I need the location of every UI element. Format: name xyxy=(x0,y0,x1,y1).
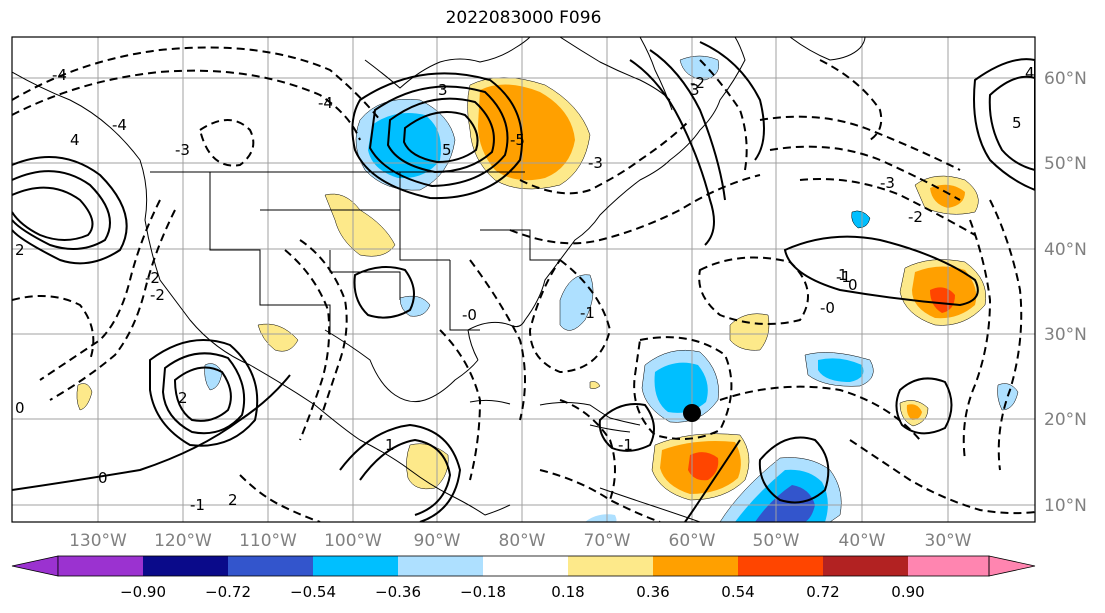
lon-label: 110°W xyxy=(239,531,297,551)
lon-label: 90°W xyxy=(414,531,461,551)
lat-label: 30°N xyxy=(1044,325,1087,345)
position-marker xyxy=(683,404,701,422)
contour-label: 3 xyxy=(438,81,448,99)
contour-label: -3 xyxy=(588,154,603,172)
contour-label: 0 xyxy=(15,399,25,417)
contour-label: -2 xyxy=(690,74,705,92)
lon-label: 80°W xyxy=(499,531,546,551)
contour-label: -4 xyxy=(112,116,127,134)
contour-label: 5 xyxy=(1012,114,1022,132)
contour-label: 0 xyxy=(848,276,858,294)
colorbar-tick-label: −0.72 xyxy=(205,583,251,601)
colorbar-labels: −0.90 −0.72 −0.54 −0.36 −0.18 0.18 0.36 … xyxy=(120,583,925,601)
contour-label: 5 xyxy=(442,141,452,159)
lon-label: 60°W xyxy=(669,531,716,551)
contour-label: -3 xyxy=(175,141,190,159)
contours xyxy=(12,41,1035,522)
contour-label: -3 xyxy=(880,174,895,192)
contour-label: 2 xyxy=(178,389,188,407)
contour-label: -0 xyxy=(820,299,835,317)
lon-label: 30°W xyxy=(925,531,972,551)
lon-label: 130°W xyxy=(69,531,127,551)
lon-label: 100°W xyxy=(324,531,382,551)
colorbar-tick-label: 0.54 xyxy=(721,583,754,601)
contour-label: -1 xyxy=(190,496,205,514)
longitude-labels: 130°W 120°W 110°W 100°W 90°W 80°W 70°W 6… xyxy=(69,531,972,551)
lon-label: 40°W xyxy=(839,531,886,551)
colorbar-tick-label: 0.90 xyxy=(891,583,924,601)
lat-label: 50°N xyxy=(1044,154,1087,174)
latitude-labels: 60°N 50°N 40°N 30°N 20°N 10°N xyxy=(1044,69,1087,516)
colorbar-extend-high xyxy=(988,555,1036,577)
colorbar-extend-low xyxy=(11,555,59,577)
dashed-contours xyxy=(12,46,1035,522)
contour-label: 4 xyxy=(1025,64,1035,82)
lat-label: 20°N xyxy=(1044,410,1087,430)
colorbar-tick-label: −0.54 xyxy=(290,583,336,601)
lon-label: 50°W xyxy=(753,531,800,551)
contour-label: -4 xyxy=(52,66,67,84)
colorbar-tick-label: 0.18 xyxy=(551,583,584,601)
contour-label: -2 xyxy=(150,286,165,304)
contour-label: -1 xyxy=(618,436,633,454)
contour-label: 4 xyxy=(70,131,80,149)
contour-label: -4 xyxy=(318,94,333,112)
contour-label: 1 xyxy=(838,266,848,284)
contour-label: -1 xyxy=(836,268,851,286)
colorbar xyxy=(11,555,1036,577)
colorbar-tick-label: −0.18 xyxy=(460,583,506,601)
contour-label: 1 xyxy=(385,436,395,454)
lon-label: 120°W xyxy=(154,531,212,551)
contour-label: 3 xyxy=(690,81,700,99)
contour-label: -0 xyxy=(462,306,477,324)
map-frame xyxy=(11,36,1036,523)
lat-label: 40°N xyxy=(1044,240,1087,260)
lat-label: 10°N xyxy=(1044,496,1087,516)
colorbar-tick-label: 0.72 xyxy=(806,583,839,601)
contour-labels: 0 2 -2 3 5 -5 1 -1 4 -3 -4 -0 -3 -2 -1 2… xyxy=(15,64,1035,514)
contour-label: -2 xyxy=(145,269,160,287)
contour-label: 2 xyxy=(228,491,238,509)
lon-label: 70°W xyxy=(584,531,631,551)
contour-label: 2 xyxy=(15,241,25,259)
map-title: 2022083000 F096 xyxy=(445,8,602,28)
colorbar-tick-label: −0.90 xyxy=(120,583,166,601)
contour-label: -2 xyxy=(908,208,923,226)
contour-label: -5 xyxy=(510,131,525,149)
lat-label: 60°N xyxy=(1044,69,1087,89)
contour-label: -1 xyxy=(580,304,595,322)
contour-label: 0 xyxy=(98,469,108,487)
colorbar-tick-label: 0.36 xyxy=(636,583,669,601)
colorbar-tick-label: −0.36 xyxy=(375,583,421,601)
